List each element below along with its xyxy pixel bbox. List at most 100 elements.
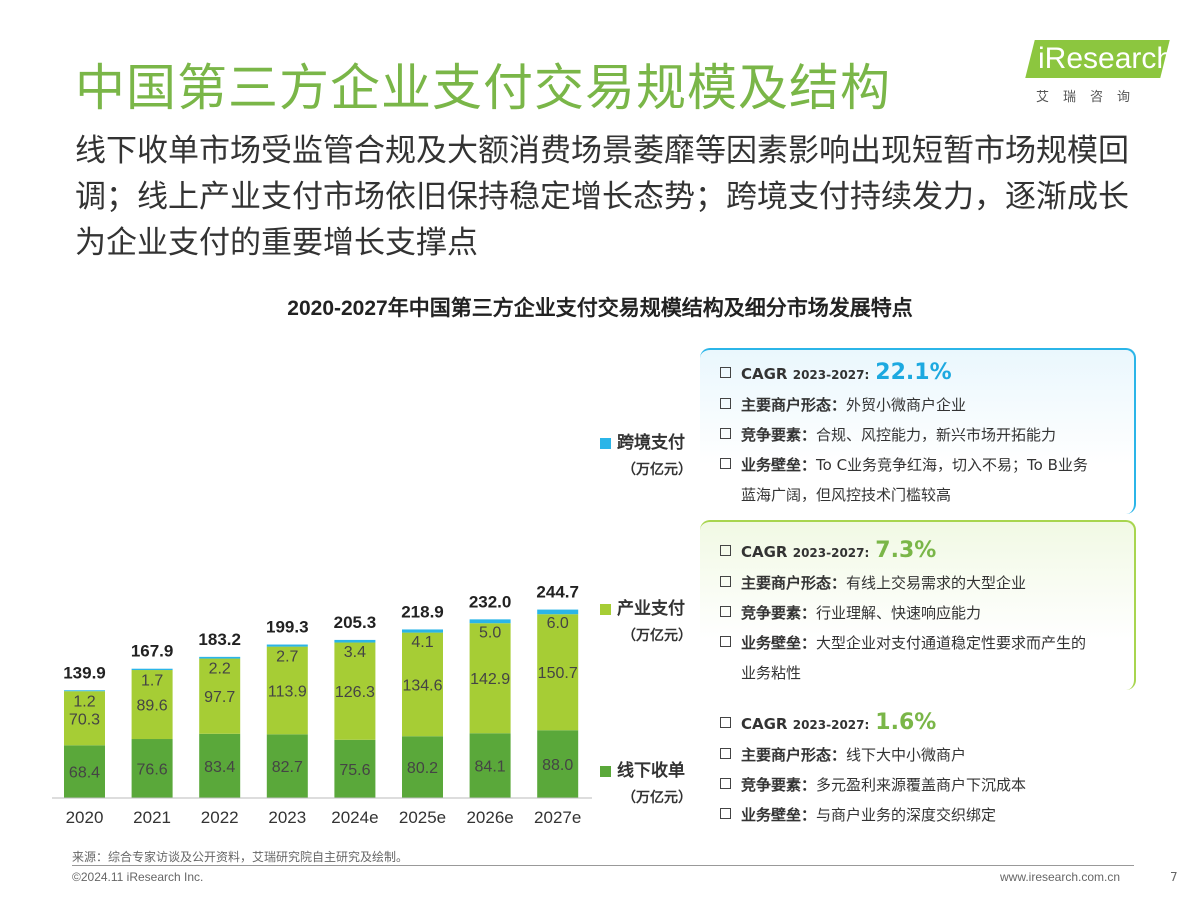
total-label: 139.9 — [63, 663, 106, 682]
legend-swatch-offline — [600, 765, 611, 777]
bar-segment — [199, 733, 241, 798]
page-number: 7 — [1170, 870, 1178, 884]
checkbox-icon — [720, 778, 731, 789]
card-row: 竞争要素：行业理解、快速响应能力 — [720, 598, 1134, 628]
card-row-continuation: 业务粘性 — [741, 664, 802, 682]
data-label: 4.1 — [411, 634, 433, 651]
cagr-label: CAGR 2023-2027: — [741, 365, 870, 383]
checkbox-icon — [720, 748, 731, 759]
data-label: 1.2 — [73, 694, 95, 711]
industry-card: CAGR 2023-2027: 7.3% 主要商户形态：有线上交易需求的大型企业 … — [700, 520, 1136, 690]
total-label: 244.7 — [536, 583, 579, 602]
x-tick-label: 2023 — [268, 808, 306, 827]
checkbox-icon — [720, 576, 731, 587]
checkbox-icon — [720, 636, 731, 647]
checkbox-icon — [720, 398, 731, 409]
footer-divider — [72, 865, 1134, 866]
checkbox-icon — [720, 545, 731, 556]
data-label: 134.6 — [402, 677, 442, 694]
bar-segment — [131, 739, 173, 798]
source-note: 来源：综合专家访谈及公开资料，艾瑞研究院自主研究及绘制。 — [72, 850, 409, 864]
card-row: 业务壁垒：与商户业务的深度交织绑定 — [720, 800, 1136, 830]
data-label: 89.6 — [137, 698, 168, 715]
data-label: 76.6 — [137, 762, 168, 779]
data-label: 82.7 — [272, 759, 303, 776]
total-label: 232.0 — [469, 592, 512, 611]
data-label: 97.7 — [204, 689, 235, 706]
total-label: 218.9 — [401, 602, 444, 621]
legend-unit-cross-border: （万亿元） — [622, 462, 692, 478]
bar-segment — [64, 691, 105, 746]
card-row: 主要商户形态：有线上交易需求的大型企业 — [720, 568, 1134, 598]
card-row: 业务壁垒：To C业务竞争红海，切入不易；To B业务 — [720, 450, 1134, 480]
total-label: 167.9 — [131, 642, 174, 661]
footer-copyright: ©2024.11 iResearch Inc. — [72, 870, 204, 884]
bar-segment — [334, 639, 376, 643]
data-label: 84.1 — [475, 759, 506, 776]
data-label: 88.0 — [542, 757, 573, 774]
x-tick-label: 2024e — [331, 808, 378, 827]
page-title: 中国第三方企业支付交易规模及结构 — [75, 59, 891, 117]
bar-segment — [334, 739, 376, 798]
legend-swatch-industry — [600, 603, 611, 615]
bar-segment — [537, 730, 579, 798]
bar-segment — [64, 690, 105, 692]
legend-industry: 产业支付 （万亿元） — [600, 594, 692, 645]
card-row: 竞争要素：合规、风控能力，新兴市场开拓能力 — [720, 420, 1134, 450]
x-tick-label: 2020 — [66, 808, 104, 827]
data-label: 1.7 — [141, 672, 163, 689]
legend-cross-border: 跨境支付 （万亿元） — [600, 428, 692, 479]
x-tick-label: 2027e — [534, 808, 581, 827]
total-label: 183.2 — [198, 630, 241, 649]
bar-segment — [64, 745, 105, 798]
x-tick-label: 2022 — [201, 808, 239, 827]
data-label: 113.9 — [268, 683, 307, 700]
bar-segment — [199, 658, 241, 734]
bar-segment — [402, 632, 443, 737]
bar-segment — [469, 619, 511, 624]
footer-website-link[interactable]: www.iresearch.com.cn — [1000, 870, 1121, 884]
card-row-continuation: 蓝海广阔，但风控技术门槛较高 — [741, 486, 952, 504]
cagr-value: 1.6% — [875, 710, 937, 735]
data-label: 80.2 — [407, 760, 438, 777]
card-row: 主要商户形态：外贸小微商户企业 — [720, 390, 1134, 420]
x-tick-label: 2025e — [399, 808, 446, 827]
bar-segment — [266, 644, 308, 647]
cagr-value: 22.1% — [875, 360, 952, 385]
cagr-row: CAGR 2023-2027: 7.3% — [720, 522, 1134, 568]
x-tick-label: 2026e — [466, 808, 513, 827]
bar-segment — [266, 646, 308, 735]
data-label: 3.4 — [344, 644, 366, 661]
card-row: 业务壁垒：大型企业对支付通道稳定性要求而产生的 — [720, 628, 1134, 658]
data-label: 68.4 — [69, 765, 100, 782]
checkbox-icon — [720, 367, 731, 378]
cagr-value: 7.3% — [875, 538, 937, 563]
card-row: 竞争要素：多元盈利来源覆盖商户下沉成本 — [720, 770, 1136, 800]
cagr-row: CAGR 2023-2027: 1.6% — [720, 698, 1136, 740]
checkbox-icon — [720, 458, 731, 469]
data-label: 142.9 — [470, 671, 510, 688]
iresearch-logo: iResearch 艾瑞咨询 — [1025, 40, 1173, 110]
legend-unit-industry: （万亿元） — [622, 628, 692, 644]
bar-segment — [131, 668, 173, 671]
bar-segment — [334, 642, 376, 740]
checkbox-icon — [720, 606, 731, 617]
data-label: 150.7 — [538, 665, 578, 682]
cagr-label: CAGR 2023-2027: — [741, 715, 870, 733]
legend-label-offline: 线下收单 — [617, 761, 685, 781]
data-label: 126.3 — [335, 684, 375, 701]
cross-border-card: CAGR 2023-2027: 22.1% 主要商户形态：外贸小微商户企业 竞争要… — [700, 348, 1136, 514]
data-label: 75.6 — [339, 762, 370, 779]
logo-subtext: 艾瑞咨询 — [1036, 90, 1145, 105]
page-subtitle: 线下收单市场受监管合规及大额消费场景萎靡等因素影响出现短暂市场规模回调；线上产业… — [75, 133, 1129, 261]
bar-segment — [469, 733, 511, 798]
bar-segment — [131, 670, 173, 740]
bar-segment — [402, 629, 443, 633]
checkbox-icon — [720, 428, 731, 439]
total-label: 199.3 — [266, 618, 309, 637]
checkbox-icon — [720, 808, 731, 819]
legend-offline: 线下收单 （万亿元） — [600, 756, 692, 807]
bar-segment — [537, 614, 579, 731]
cagr-row: CAGR 2023-2027: 22.1% — [720, 350, 1134, 390]
data-label: 6.0 — [547, 615, 569, 632]
